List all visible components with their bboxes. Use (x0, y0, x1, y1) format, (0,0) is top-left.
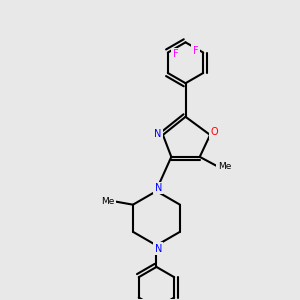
Text: N: N (154, 129, 161, 139)
Text: N: N (155, 183, 162, 193)
Text: F: F (173, 50, 178, 59)
Text: Me: Me (218, 162, 231, 171)
Text: N: N (155, 244, 162, 254)
Text: F: F (193, 46, 198, 56)
Text: Me: Me (101, 197, 115, 206)
Text: O: O (211, 127, 218, 137)
